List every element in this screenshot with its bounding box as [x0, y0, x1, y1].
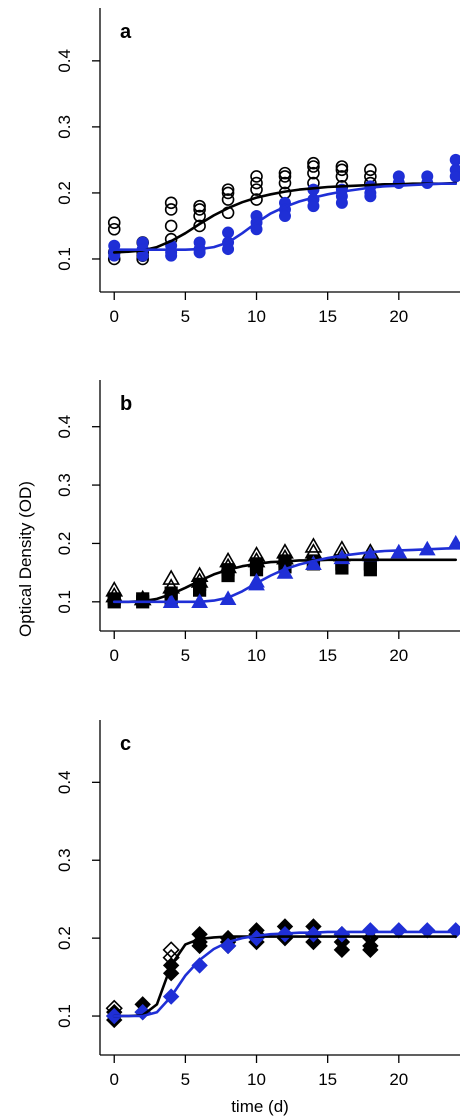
- panel-label: b: [120, 393, 132, 415]
- data-point: [191, 957, 208, 974]
- data-point: [363, 563, 377, 577]
- data-point: [193, 203, 206, 216]
- data-point: [335, 163, 349, 177]
- data-point: [333, 941, 351, 959]
- data-point: [164, 203, 178, 216]
- data-point: [164, 219, 178, 233]
- data-point: [364, 163, 377, 177]
- data-point: [278, 170, 292, 183]
- y-tick-label: 0.4: [55, 415, 74, 439]
- y-tick-label: 0.2: [55, 926, 74, 950]
- y-tick-label: 0.4: [55, 49, 74, 73]
- y-tick-label: 0.2: [55, 181, 74, 205]
- data-point: [304, 537, 323, 553]
- x-tick-label: 10: [247, 307, 266, 326]
- fit-curve: [112, 935, 458, 1018]
- data-point: [364, 190, 377, 203]
- data-point: [278, 176, 292, 190]
- data-point: [221, 186, 235, 200]
- x-tick-label: 20: [389, 307, 408, 326]
- x-tick-label: 20: [389, 646, 408, 665]
- data-point: [307, 160, 320, 173]
- panel-a: 0.1 0.2 0.3 0.4 0 5 10 15 20 a: [55, 8, 460, 326]
- data-point: [222, 243, 235, 256]
- y-tick-label: 0.1: [55, 1004, 74, 1028]
- fit-curve: [112, 558, 458, 604]
- data-point: [164, 196, 178, 210]
- data-point: [335, 196, 348, 209]
- y-tick-label: 0.1: [55, 590, 74, 614]
- data-point: [307, 166, 320, 180]
- x-tick-label: 10: [247, 646, 266, 665]
- fit-curve: [112, 546, 458, 604]
- panel-c: 0.1 0.2 0.3 0.4 0 5 10 15 20 c: [55, 720, 460, 1089]
- x-tick-label: 0: [109, 1070, 118, 1089]
- data-point: [278, 210, 291, 223]
- data-point: [362, 941, 379, 959]
- data-point: [162, 569, 181, 585]
- x-tick-label: 15: [318, 1070, 337, 1089]
- data-point: [222, 226, 235, 239]
- x-tick-label: 20: [389, 1070, 408, 1089]
- x-tick-label: 15: [318, 646, 337, 665]
- x-tick-label: 10: [247, 1070, 266, 1089]
- data-point: [193, 209, 206, 223]
- x-axis-title: time (d): [231, 1097, 289, 1116]
- data-point: [250, 170, 263, 183]
- x-tick-label: 0: [109, 646, 118, 665]
- panel-label: c: [120, 733, 131, 755]
- data-point: [221, 193, 235, 206]
- fit-curve: [112, 930, 458, 1018]
- y-axis-title: Optical Density (OD): [16, 481, 35, 637]
- data-point: [307, 156, 320, 170]
- x-tick-label: 5: [181, 646, 190, 665]
- data-point: [278, 166, 292, 180]
- data-point: [107, 222, 121, 236]
- y-tick-label: 0.4: [55, 771, 74, 795]
- x-tick-label: 5: [181, 1070, 190, 1089]
- y-tick-label: 0.2: [55, 532, 74, 556]
- panel-b: 0.1 0.2 0.3 0.4 0 5 10 15 20 b: [55, 380, 460, 665]
- y-tick-label: 0.1: [55, 247, 74, 271]
- data-point: [335, 160, 349, 173]
- y-tick-label: 0.3: [55, 848, 74, 872]
- x-tick-label: 0: [109, 307, 118, 326]
- panel-label: a: [120, 21, 132, 43]
- data-point: [193, 199, 206, 213]
- data-point: [165, 249, 178, 262]
- y-tick-label: 0.3: [55, 115, 74, 139]
- data-point: [191, 937, 208, 955]
- data-point: [449, 170, 460, 183]
- data-point: [221, 183, 235, 196]
- data-point: [335, 170, 349, 183]
- data-point: [307, 200, 320, 213]
- data-point: [449, 153, 460, 166]
- x-tick-label: 15: [318, 307, 337, 326]
- data-point: [193, 219, 206, 233]
- data-point: [250, 176, 263, 190]
- x-tick-label: 5: [181, 307, 190, 326]
- fit-curve: [112, 181, 458, 254]
- data-point: [250, 183, 263, 196]
- data-point: [107, 216, 121, 229]
- fit-curve: [112, 182, 458, 251]
- y-tick-label: 0.3: [55, 473, 74, 497]
